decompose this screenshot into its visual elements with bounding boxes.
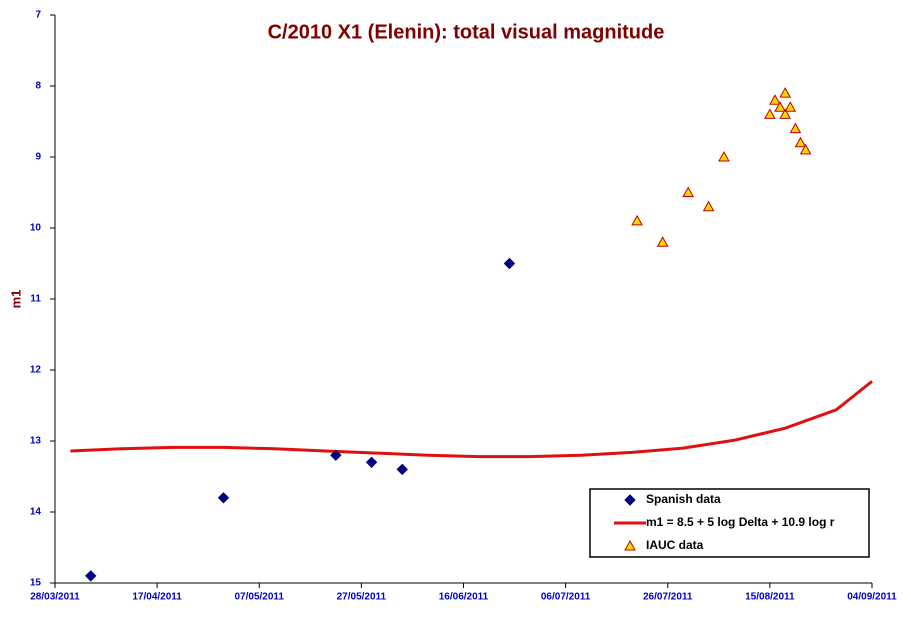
x-tick-label: 17/04/2011 xyxy=(132,592,182,603)
x-tick-label: 06/07/2011 xyxy=(541,592,591,603)
y-tick-label: 14 xyxy=(30,507,42,518)
legend-label: IAUC data xyxy=(646,538,704,552)
data-point xyxy=(217,492,230,504)
legend-swatch xyxy=(624,494,636,506)
data-point xyxy=(396,463,408,476)
legend-swatch xyxy=(624,539,636,551)
x-tick-label: 16/06/2011 xyxy=(439,592,489,603)
chart-title: C/2010 X1 (Elenin): total visual magnitu… xyxy=(268,21,665,43)
data-point xyxy=(779,87,792,98)
data-point xyxy=(779,108,792,119)
legend-label: Spanish data xyxy=(646,492,721,506)
y-tick-label: 15 xyxy=(30,578,42,589)
y-axis-label: m1 xyxy=(8,290,23,309)
data-point xyxy=(784,101,797,112)
x-tick-label: 04/09/2011 xyxy=(847,592,897,603)
data-point xyxy=(702,200,715,212)
data-point xyxy=(656,236,669,247)
x-tick-label: 07/05/2011 xyxy=(235,592,285,603)
data-point xyxy=(365,456,378,469)
data-point xyxy=(330,449,342,461)
legend-label: m1 = 8.5 + 5 log Delta + 10.9 log r xyxy=(646,515,835,529)
data-point xyxy=(85,570,97,582)
y-tick-label: 9 xyxy=(35,152,41,163)
x-tick-label: 15/08/2011 xyxy=(745,592,795,603)
y-tick-label: 11 xyxy=(30,294,41,305)
y-tick-label: 7 xyxy=(35,10,41,21)
data-point xyxy=(631,214,643,226)
data-point xyxy=(764,108,776,119)
data-point xyxy=(682,186,695,197)
y-tick-label: 13 xyxy=(30,436,42,447)
y-tick-label: 10 xyxy=(30,223,42,234)
data-point xyxy=(794,136,807,148)
data-point xyxy=(718,150,730,162)
data-point xyxy=(769,94,781,105)
data-point xyxy=(789,122,802,134)
data-point xyxy=(774,101,786,112)
data-point xyxy=(503,257,516,270)
y-tick-label: 12 xyxy=(30,365,42,376)
x-tick-label: 26/07/2011 xyxy=(643,592,693,603)
data-point xyxy=(799,143,812,155)
y-tick-label: 8 xyxy=(35,81,41,92)
x-tick-label: 28/03/2011 xyxy=(30,592,80,603)
x-tick-label: 27/05/2011 xyxy=(337,592,387,603)
model-curve xyxy=(70,380,873,459)
